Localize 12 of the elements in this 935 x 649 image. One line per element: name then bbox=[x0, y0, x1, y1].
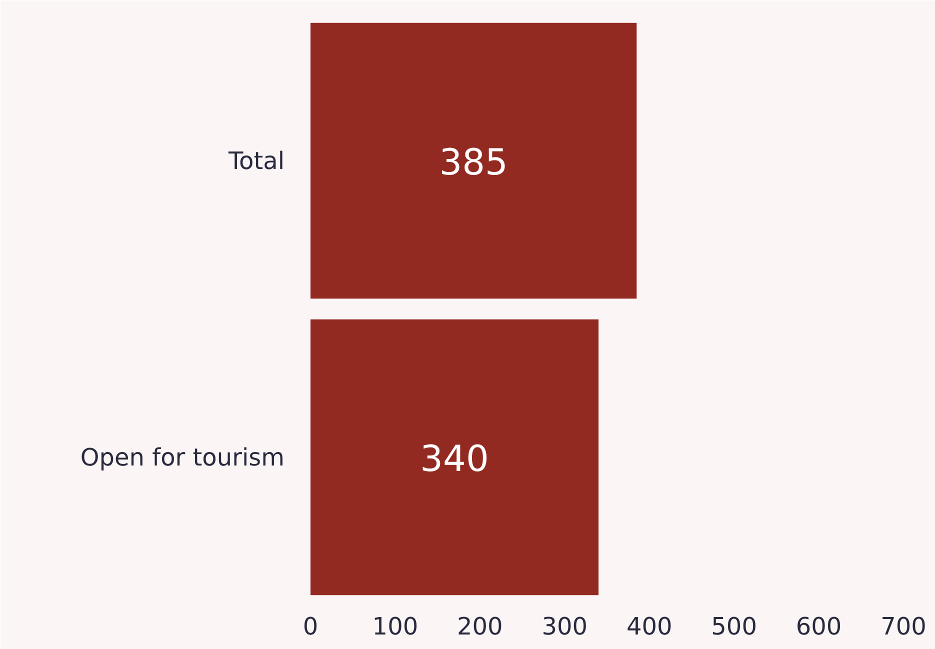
x-tick-label: 400 bbox=[626, 612, 672, 640]
y-tick-label: Open for tourism bbox=[80, 443, 285, 472]
x-tick-label: 700 bbox=[880, 612, 926, 640]
x-tick-label: 100 bbox=[372, 612, 418, 640]
data-label: 385 bbox=[439, 142, 508, 184]
x-tick-label: 200 bbox=[457, 612, 503, 640]
x-tick-label: 500 bbox=[711, 612, 757, 640]
x-tick-label: 300 bbox=[542, 612, 588, 640]
x-tick-label: 600 bbox=[796, 612, 842, 640]
data-label: 340 bbox=[420, 438, 489, 480]
x-tick-label: 0 bbox=[302, 612, 318, 640]
y-tick-label: Total bbox=[227, 146, 285, 175]
